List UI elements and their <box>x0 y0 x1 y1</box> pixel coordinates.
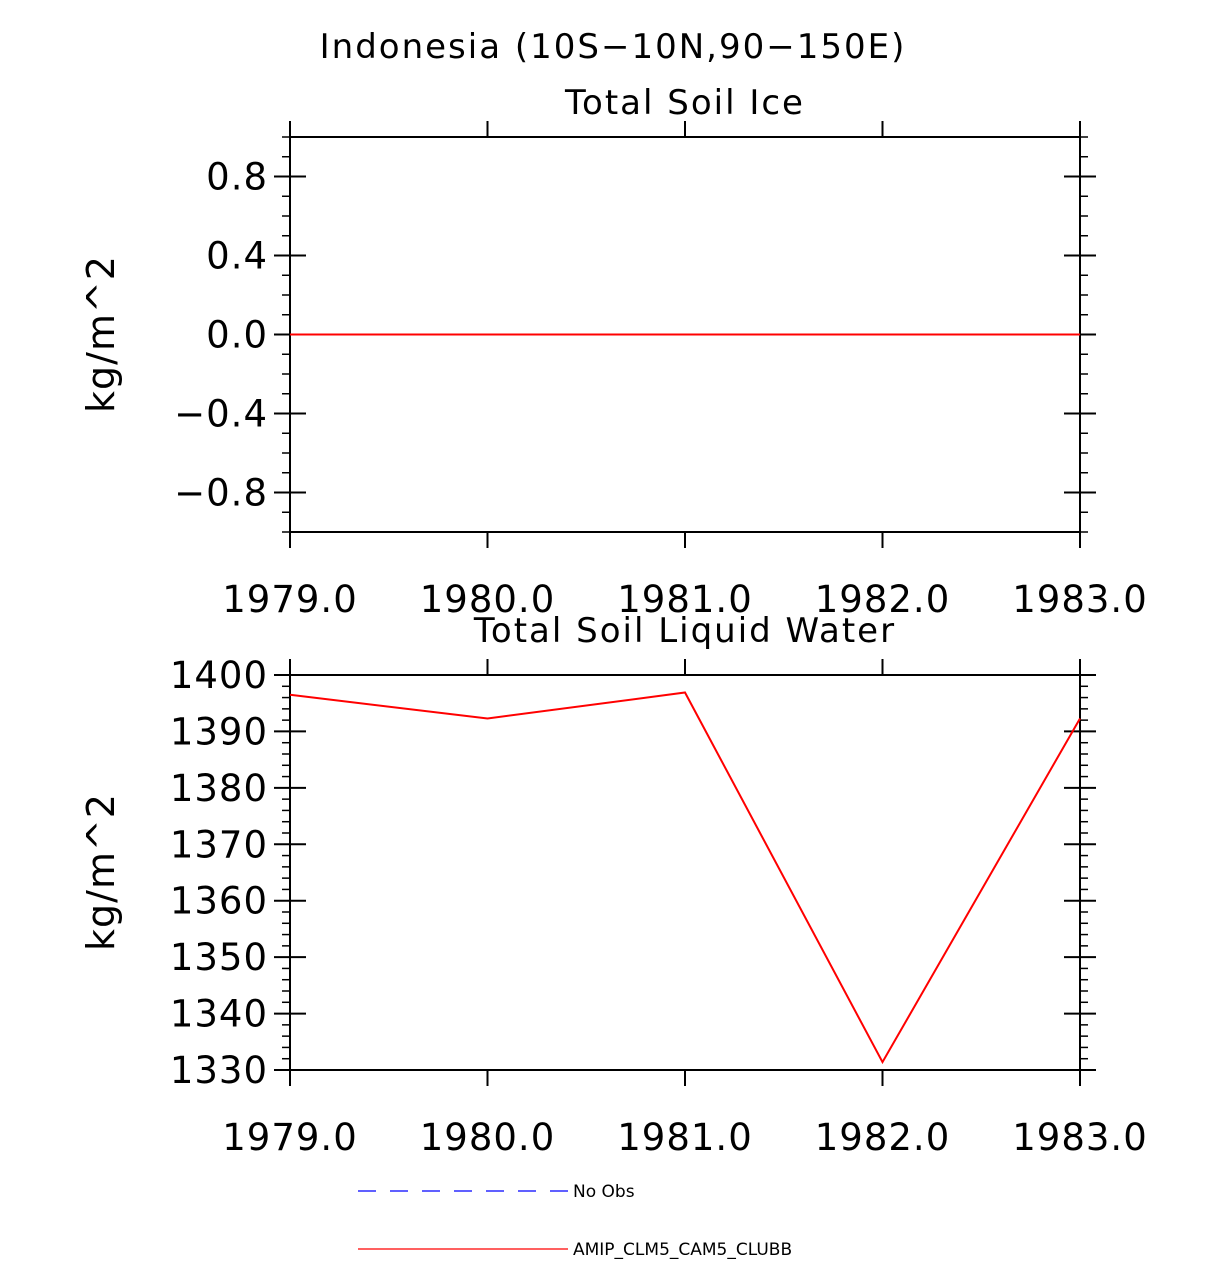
y-tick-label: 1340 <box>170 993 268 1036</box>
panel-title: Total Soil Ice <box>564 83 805 123</box>
x-tick-label: 1982.0 <box>815 1116 950 1159</box>
y-tick-label: −0.4 <box>174 393 268 436</box>
y-tick-label: 1370 <box>170 823 268 866</box>
figure-title: Indonesia (10S−10N,90−150E) <box>320 27 907 67</box>
y-tick-label: 1360 <box>170 880 268 923</box>
panel-title: Total Soil Liquid Water <box>473 611 896 651</box>
y-tick-label: −0.8 <box>174 472 268 515</box>
y-tick-label: 0.0 <box>206 314 268 357</box>
legend-label-2: AMIP_CLM5_CAM5_CLUBB <box>573 1240 792 1260</box>
plot-frame <box>290 675 1080 1070</box>
x-tick-label: 1979.0 <box>222 1116 357 1159</box>
x-tick-label: 1981.0 <box>617 1116 752 1159</box>
chart-panels: Total Soil Ice 1979.0 1980.0 1981.0 1982.0 19… <box>79 83 1148 1159</box>
y-tick-label: 0.4 <box>206 235 268 278</box>
y-tick-label: 0.8 <box>206 156 268 199</box>
y-axis-label: kg/m^2 <box>79 255 123 413</box>
x-tick-label: 1983.0 <box>1012 1116 1147 1159</box>
series-line-1 <box>290 693 1080 1063</box>
y-tick-label: 1390 <box>170 710 268 753</box>
y-tick-label: 1400 <box>170 654 268 697</box>
legend: No Obs AMIP_CLM5_CAM5_CLUBB <box>358 1182 792 1260</box>
y-tick-label: 1330 <box>170 1049 268 1092</box>
chart-panel-2: Total Soil Liquid Water 1979.0 1980.0 1981.… <box>79 611 1148 1159</box>
legend-label-1: No Obs <box>573 1182 635 1202</box>
y-tick-label: 1380 <box>170 767 268 810</box>
x-tick-label: 1979.0 <box>222 578 357 621</box>
x-tick-label: 1980.0 <box>420 1116 555 1159</box>
x-tick-label: 1983.0 <box>1012 578 1147 621</box>
y-tick-label: 1350 <box>170 936 268 979</box>
y-axis-label: kg/m^2 <box>79 793 123 951</box>
